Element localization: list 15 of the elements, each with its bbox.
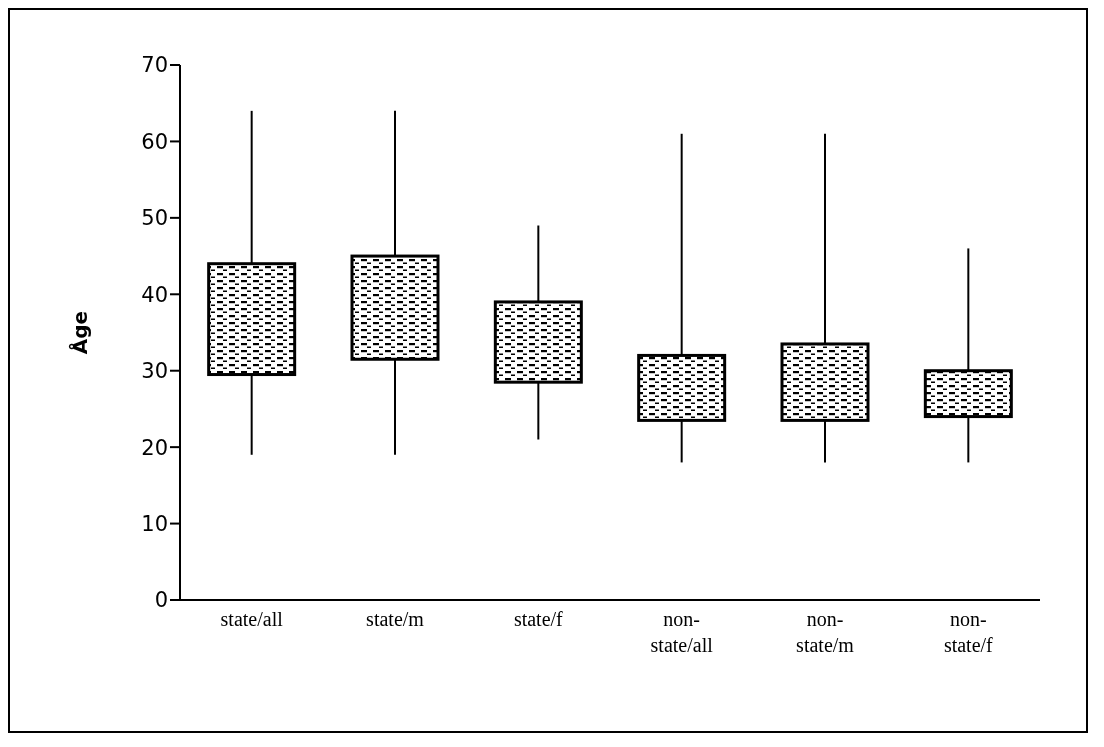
y-tick-label: 20 xyxy=(141,435,168,460)
y-axis-title: Åge xyxy=(68,310,93,355)
x-tick-label: state/m xyxy=(366,608,425,630)
x-tick-label: non-state/f xyxy=(943,608,994,656)
y-tick-label: 50 xyxy=(141,206,168,231)
x-tick-label: non-state/all xyxy=(650,608,714,656)
x-tick-label: state/f xyxy=(513,608,564,630)
x-tick-label: non-state/m xyxy=(796,608,855,656)
y-tick-label: 60 xyxy=(141,129,168,154)
y-tick-label: 0 xyxy=(154,588,168,613)
y-tick-label: 30 xyxy=(141,359,168,384)
x-tick-label: state/all xyxy=(220,608,284,630)
y-tick-label: 10 xyxy=(141,512,168,537)
y-tick-label: 40 xyxy=(141,282,168,307)
y-tick-label: 70 xyxy=(141,53,168,78)
